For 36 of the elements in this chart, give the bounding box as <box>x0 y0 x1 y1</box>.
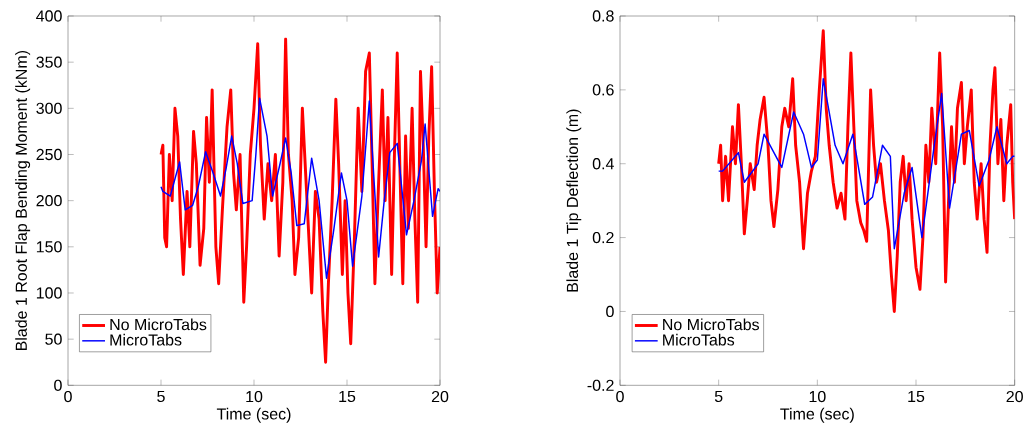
y-tick-label: 200 <box>36 195 62 207</box>
y-tick-label: 0.4 <box>592 158 614 170</box>
y-tick-label: 0.8 <box>592 10 614 22</box>
x-tick-label: 5 <box>157 391 165 403</box>
y-axis-title: Blade 1 Tip Deflection (m) <box>566 109 582 292</box>
y-tick-label: 300 <box>36 102 62 115</box>
x-tick-label: 0 <box>64 391 72 403</box>
legend-label: No MicroTabs <box>663 318 760 331</box>
y-tick-label: 250 <box>36 149 62 161</box>
line-series <box>717 78 1015 250</box>
line-series <box>160 97 440 280</box>
x-axis-title: Time (sec) <box>780 408 854 423</box>
y-tick-label: 150 <box>36 241 62 253</box>
legend-label: MicroTabs <box>663 334 735 346</box>
x-tick-label: 10 <box>809 391 826 403</box>
legend-label: No MicroTabs <box>110 318 207 331</box>
y-tick-label: 100 <box>36 287 62 299</box>
y-tick-label: 50 <box>45 333 62 345</box>
y-tick-label: 0 <box>54 379 62 392</box>
x-tick-label: 20 <box>1006 391 1023 403</box>
y-tick-label: 0.6 <box>592 84 614 96</box>
y-tick-label: 400 <box>36 10 62 22</box>
y-tick-label: 0 <box>606 305 614 318</box>
y-tick-label: -0.2 <box>587 379 614 392</box>
legend-label: MicroTabs <box>110 334 182 346</box>
x-tick-label: 5 <box>714 391 723 403</box>
y-tick-label: 350 <box>36 56 62 68</box>
x-tick-label: 15 <box>339 391 356 403</box>
y-tick-label: 0.2 <box>592 232 614 244</box>
x-tick-label: 0 <box>616 391 624 403</box>
x-tick-label: 15 <box>908 391 925 403</box>
y-axis-title: Blade 1 Root Flap Bending Moment (kNm) <box>15 51 31 351</box>
x-tick-label: 20 <box>431 391 449 403</box>
x-axis-title: Time (sec) <box>216 408 291 423</box>
x-tick-label: 10 <box>246 391 263 403</box>
line-series <box>717 29 1015 314</box>
